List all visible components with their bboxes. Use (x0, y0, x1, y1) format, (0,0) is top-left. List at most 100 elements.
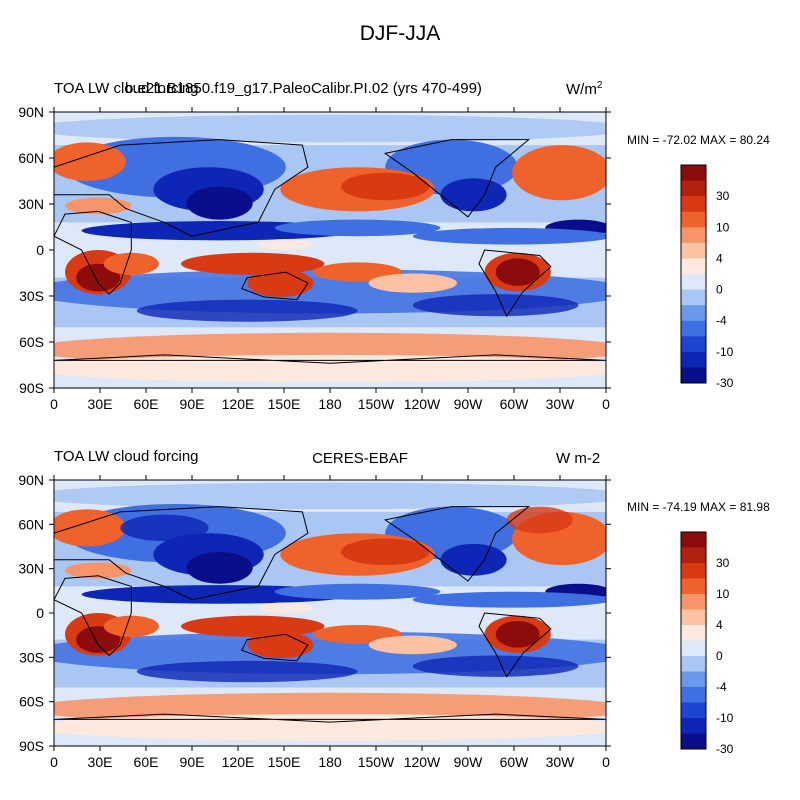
x-tick-label: 0 (50, 396, 58, 412)
y-tick-label: 90N (18, 472, 44, 488)
y-tick-label: 90S (19, 380, 44, 396)
colorbar-swatch (681, 196, 706, 213)
y-tick-label: 60S (19, 694, 44, 710)
y-tick-label: 60N (18, 150, 44, 166)
field-blob (412, 591, 606, 608)
y-tick-label: 0 (36, 242, 44, 258)
colorbar-label: 0 (716, 283, 723, 297)
field-blob (412, 655, 579, 677)
colorbar-swatch (681, 532, 706, 548)
x-tick-label: 120W (404, 754, 441, 770)
colorbar-label: 30 (716, 556, 730, 570)
y-tick-label: 60N (18, 516, 44, 532)
colorbar-label: 4 (716, 251, 723, 265)
y-tick-label: 30N (18, 196, 44, 212)
x-tick-label: 60W (500, 754, 530, 770)
colorbar-swatch (681, 687, 706, 703)
colorbar-label: -10 (716, 711, 734, 725)
x-tick-label: 90W (454, 396, 484, 412)
y-tick-label: 90S (19, 738, 44, 754)
colorbar-swatch (681, 180, 706, 197)
colorbar-label: -4 (716, 314, 727, 328)
field-blob (54, 142, 126, 181)
colorbar-2: 30 10 4 0 -4 -10 -30 (680, 531, 734, 756)
field-blob (136, 660, 358, 683)
colorbar-swatch (681, 258, 706, 275)
field-blob (186, 551, 253, 584)
colorbar-swatch (681, 594, 706, 610)
field-blob (506, 506, 573, 534)
x-tick-label: 90W (454, 754, 484, 770)
field-blob (495, 258, 540, 286)
coastline-eurasia (54, 139, 309, 237)
colorbar-swatch (681, 609, 706, 626)
coastline-south-america (478, 612, 552, 678)
field-blob (368, 273, 457, 293)
field-blob (412, 227, 606, 245)
colorbar-frame (680, 164, 707, 384)
field-blob (258, 238, 314, 250)
colorbar-swatch (681, 320, 706, 337)
colorbar-swatch (681, 702, 706, 719)
x-tick-label: 90E (180, 396, 205, 412)
colorbar-frame (680, 531, 707, 750)
colorbar-label: 10 (716, 220, 730, 234)
field-blob (407, 244, 474, 256)
field-blob (103, 615, 159, 637)
x-tick-label: 180 (318, 754, 342, 770)
x-tick-label: 30E (88, 396, 113, 412)
x-tick-label: 150W (358, 754, 395, 770)
field-blob (54, 114, 606, 143)
colorbar-swatch (681, 578, 706, 595)
colorbar-label: 10 (716, 587, 730, 601)
field-blob (341, 538, 430, 566)
x-tick-label: 60E (134, 754, 159, 770)
y-tick-label: 30S (19, 649, 44, 665)
coastline-antarctica (54, 354, 606, 364)
field-blob (54, 354, 606, 383)
x-tick-label: 0 (50, 754, 58, 770)
colorbar-1: 30 10 4 0 -4 -10 -30 (680, 164, 734, 390)
field-blob (512, 145, 606, 201)
panel1-case-label: b.e21.B1850.f19_g17.PaleoCalibr.PI.02 (y… (125, 80, 482, 97)
colorbar-swatch (681, 242, 706, 259)
coastline-antarctica (54, 713, 606, 723)
field-blob (54, 714, 606, 741)
panel1-left-label: TOA LW cloud forcing (54, 80, 199, 97)
x-tick-label: 30W (546, 754, 576, 770)
colorbar-swatch (681, 718, 706, 734)
field-blob (54, 509, 126, 547)
x-tick-label: 60E (134, 396, 159, 412)
colorbar-label: -30 (716, 742, 734, 756)
x-tick-label: 0 (602, 754, 610, 770)
colorbar-label: -4 (716, 680, 727, 694)
coastline-south-america (478, 249, 552, 318)
colorbar-label: -10 (716, 345, 734, 359)
field-blob (120, 514, 209, 542)
field-blob (180, 615, 325, 637)
field-blob (440, 178, 507, 212)
colorbar-swatch (681, 656, 706, 672)
field-blob (407, 607, 474, 619)
colorbar-swatch (681, 227, 706, 244)
colorbar-swatch (681, 305, 706, 322)
y-tick-label: 0 (36, 605, 44, 621)
panel2-left-label: TOA LW cloud forcing (54, 448, 199, 465)
x-tick-label: 60W (500, 396, 530, 412)
coastline-north-america (383, 506, 531, 582)
x-tick-label: 150W (358, 396, 395, 412)
map-panel-2-field: 0 30E 60E 90E 120E 150E 180 150W 120W 90W 60W 30W 09… (18, 472, 611, 770)
colorbar-swatch (681, 733, 706, 750)
y-tick-label: 60S (19, 334, 44, 350)
field-blob (180, 252, 325, 275)
coastline-north-america (383, 139, 531, 218)
field-blob (368, 635, 457, 655)
panel2-minmax: MIN = -74.19 MAX = 81.98 (627, 500, 770, 514)
coastline-australia (241, 271, 309, 301)
x-tick-label: 90E (180, 754, 205, 770)
figure-title: DJF-JJA (359, 22, 441, 45)
colorbar-swatch (681, 211, 706, 228)
field-blob (495, 620, 540, 648)
coastline-africa (54, 575, 132, 657)
field-blob (412, 294, 579, 317)
